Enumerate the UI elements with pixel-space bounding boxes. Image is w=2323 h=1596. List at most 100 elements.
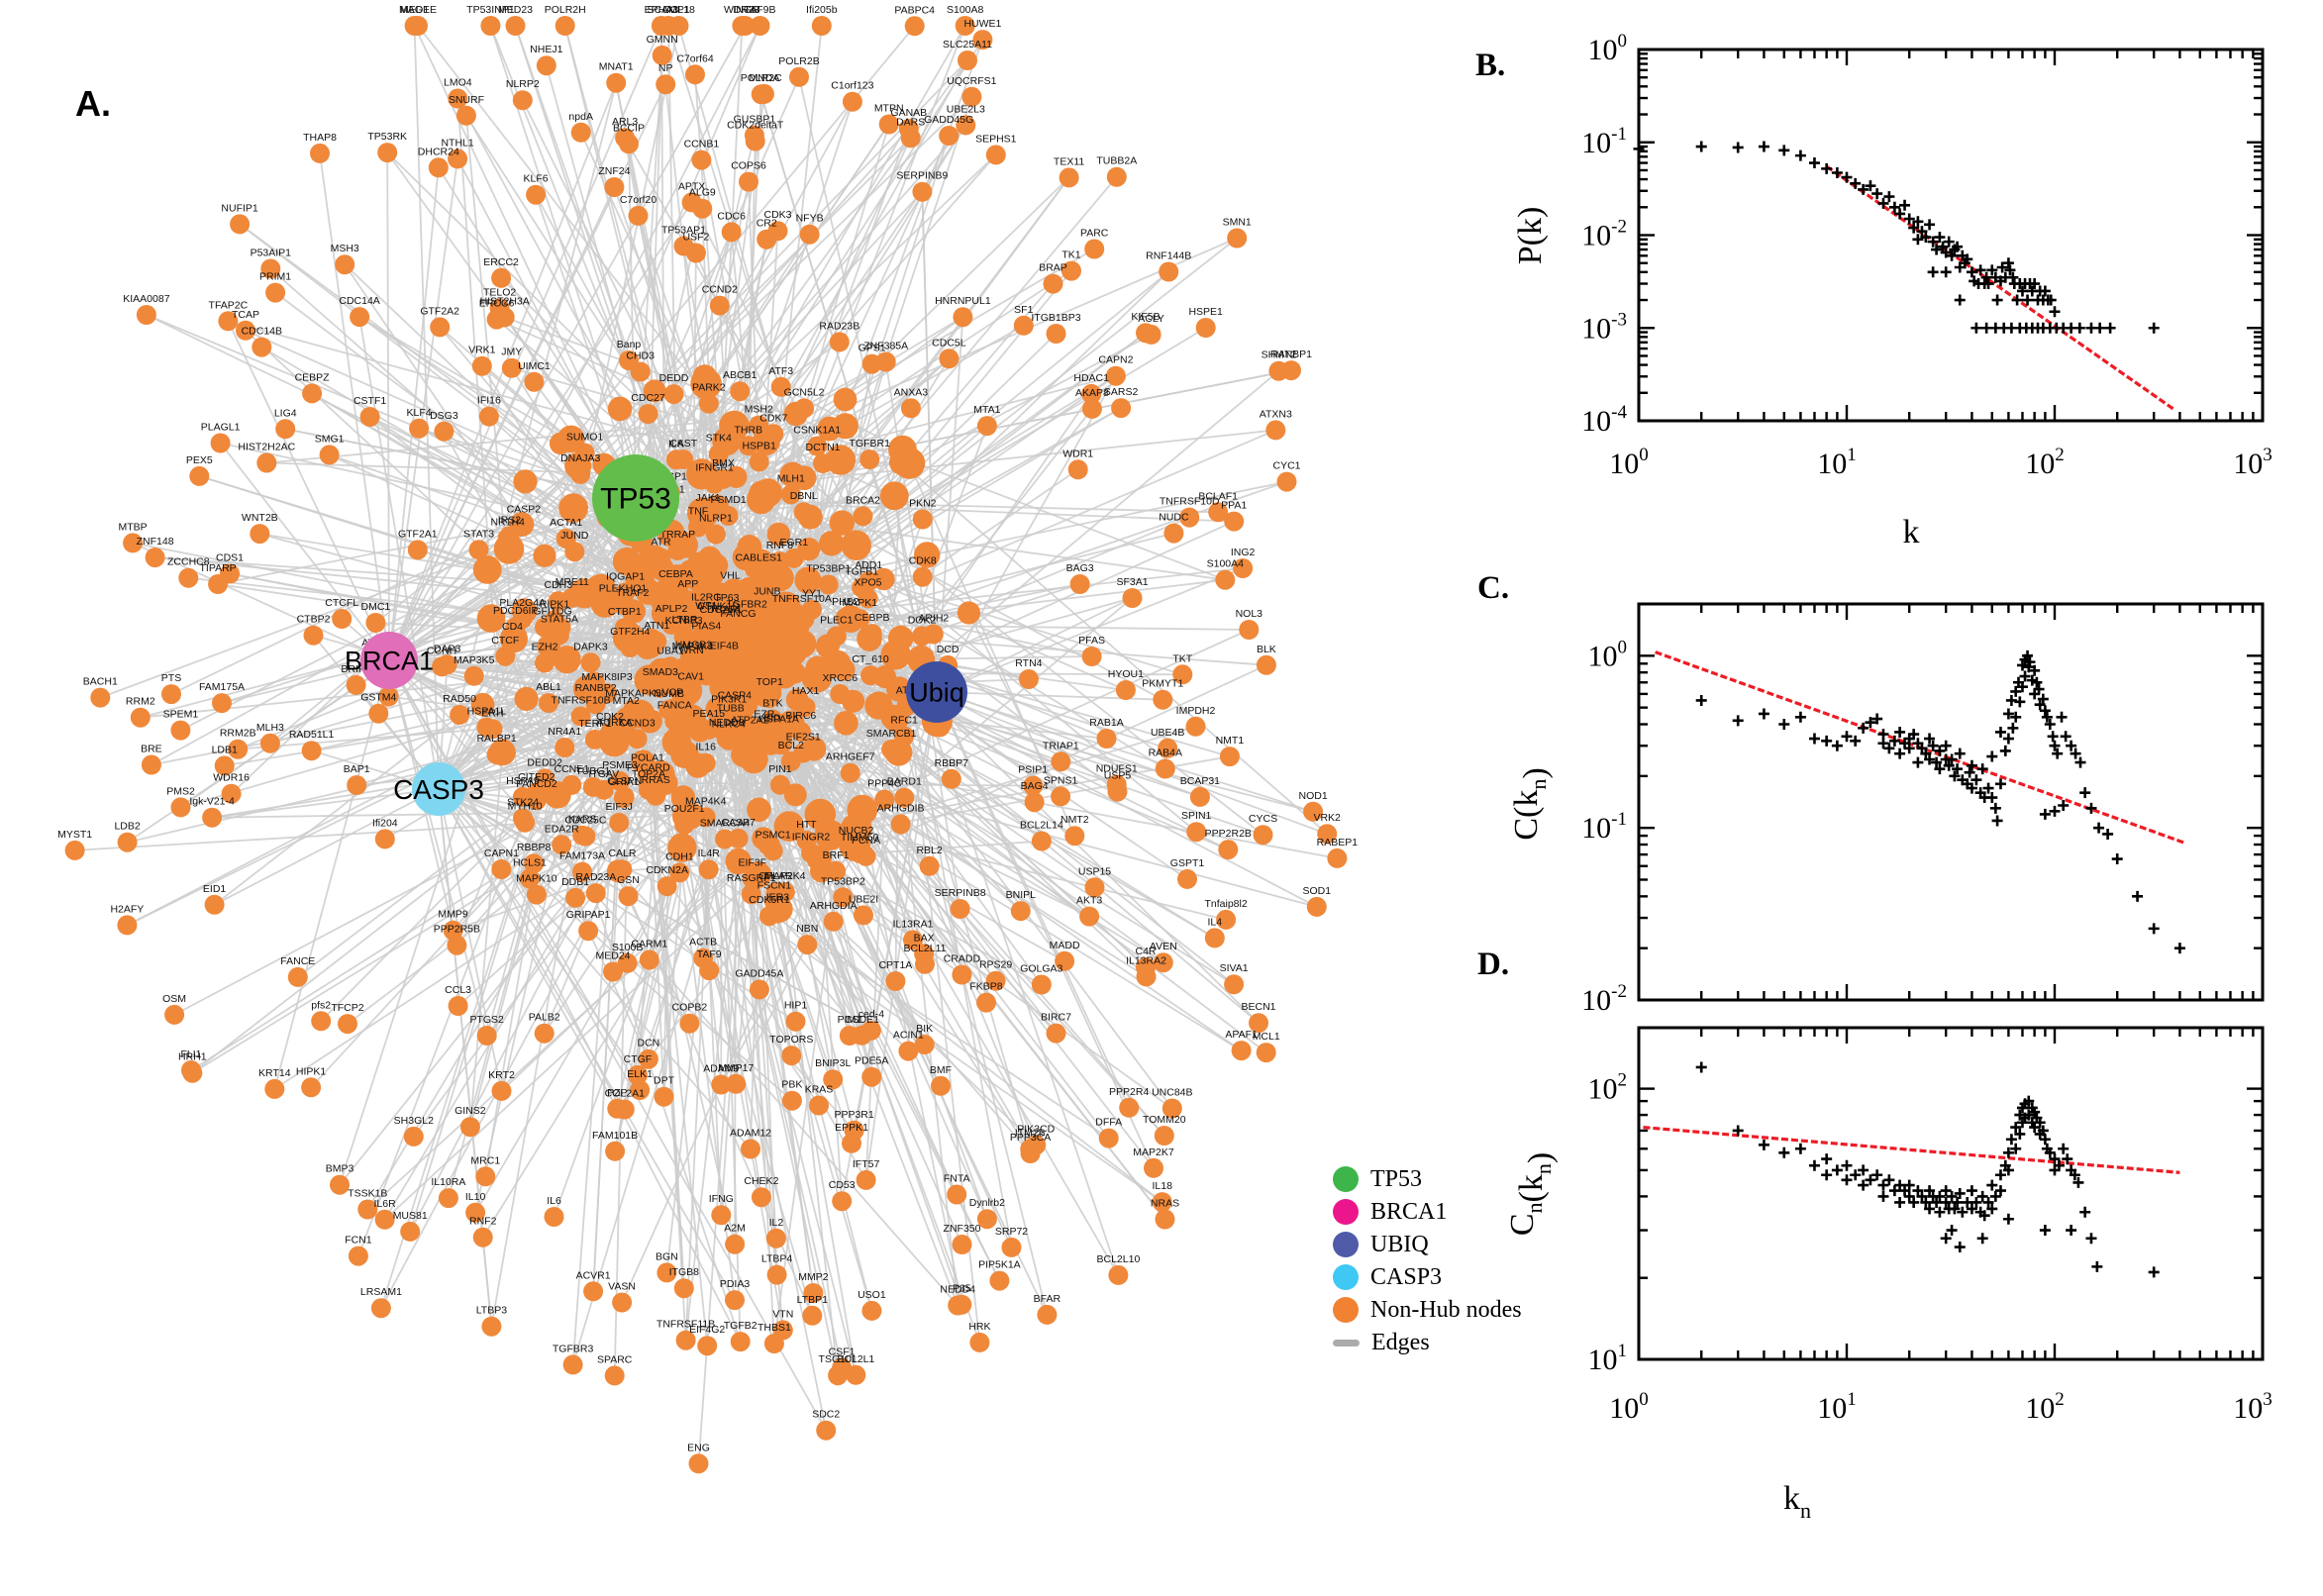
network-edge [344,263,523,526]
network-node-label: UBA1 [656,645,684,656]
network-node-label: ING2 [1231,547,1256,558]
panel-b-label: B. [1475,48,1506,83]
network-node [688,1453,709,1474]
data-point [1991,294,2003,306]
data-point [1994,778,2006,790]
network-node [117,832,138,852]
network-node [539,693,558,713]
data-point [1888,201,1900,213]
network-node-label: CEBPZ [295,371,331,383]
network-node [762,709,783,730]
network-node [1122,588,1143,608]
data-point [1883,191,1895,203]
network-node [872,567,895,591]
data-point [1940,1233,1952,1245]
network-node-label: TSG101 [819,1353,858,1365]
data-point [2039,705,2051,717]
network-node [348,1246,368,1266]
axis-tick-label: 100 [1588,637,1628,672]
network-edge [388,25,747,661]
network-node [675,1330,696,1350]
network-node-label: BECN1 [1241,1001,1275,1013]
network-node [275,419,296,440]
network-node [332,609,353,629]
network-node-label: VASN [608,1281,636,1293]
network-node-label: GINS2 [454,1105,486,1117]
network-node-label: PIM1 [838,1014,862,1026]
data-point [1778,1147,1790,1158]
network-node [725,848,752,875]
network-node-label: TELO2 [483,286,516,298]
network-node-label: HSPB1 [742,440,776,451]
network-node [795,697,816,718]
network-node [1111,398,1132,419]
network-node-label: ARL3 [612,116,638,128]
network-node-label: FKBP8 [969,981,1002,993]
network-node [1239,620,1260,640]
network-node [448,996,468,1016]
network-node [1051,751,1071,772]
network-node [1317,824,1338,845]
network-node-label: IFI16 [477,395,501,407]
network-node-label: RAD23B [819,320,859,332]
network-edge [173,723,724,1016]
network-node-label: MED23 [498,4,533,16]
legend-label: Edges [1371,1329,1430,1355]
network-node-label: COPB2 [672,1002,708,1014]
network-node [480,16,501,36]
network-node [635,578,662,605]
network-node [957,601,981,625]
network-node-label: ANXA3 [894,386,929,398]
network-node [668,16,689,36]
network-node [661,614,681,635]
legend-label: CASP3 [1370,1263,1443,1290]
network-node-label: BIRC7 [1041,1012,1071,1024]
network-node [252,337,272,357]
network-node [1186,822,1207,843]
network-node-label: ELK1 [627,1068,653,1080]
network-node [301,741,322,761]
network-edge [154,556,649,593]
network-node [794,566,822,594]
network-node [976,1209,997,1230]
network-node [939,126,960,146]
network-node-label: IFT57 [853,1158,880,1170]
network-node [1043,273,1063,294]
data-point [1831,166,1843,178]
network-node [1023,775,1044,796]
network-node-label: SDC2 [812,1409,840,1421]
network-node [1013,315,1034,336]
network-node [1224,511,1245,532]
data-point [1821,162,1833,174]
network-node [903,930,923,950]
network-edge [273,659,390,1090]
data-point [1758,141,1769,152]
network-node-label: ZNF385A [863,341,908,352]
network-node [287,966,308,987]
network-node-label: HIST2H2AC [238,442,295,453]
network-node [667,833,697,862]
legend-item-brca1: BRCA1 [1333,1199,1522,1225]
network-node-label: pfs2 [311,999,331,1011]
network-node-label: NOL3 [1236,608,1263,620]
data-point [1821,1153,1833,1165]
network-node [859,449,880,469]
network-node [178,567,199,588]
network-node-label: ERCC6 [479,298,515,310]
network-nodes [64,16,1348,1474]
network-node [854,905,873,926]
network-node [1084,239,1105,259]
network-edge [380,497,637,1309]
network-node [698,719,719,740]
scatter-points [1695,1061,2160,1278]
network-node [638,773,658,794]
network-node-label: PPP3CA [1010,1132,1051,1144]
network-node-label: PPP2R4 [1109,1086,1149,1098]
network-node [513,469,538,494]
data-point [2079,1206,2091,1218]
network-node-label: GANAB [890,107,927,119]
network-node [1154,1126,1174,1146]
network-node [639,949,659,970]
network-node-label: TOPORS [769,1034,813,1046]
